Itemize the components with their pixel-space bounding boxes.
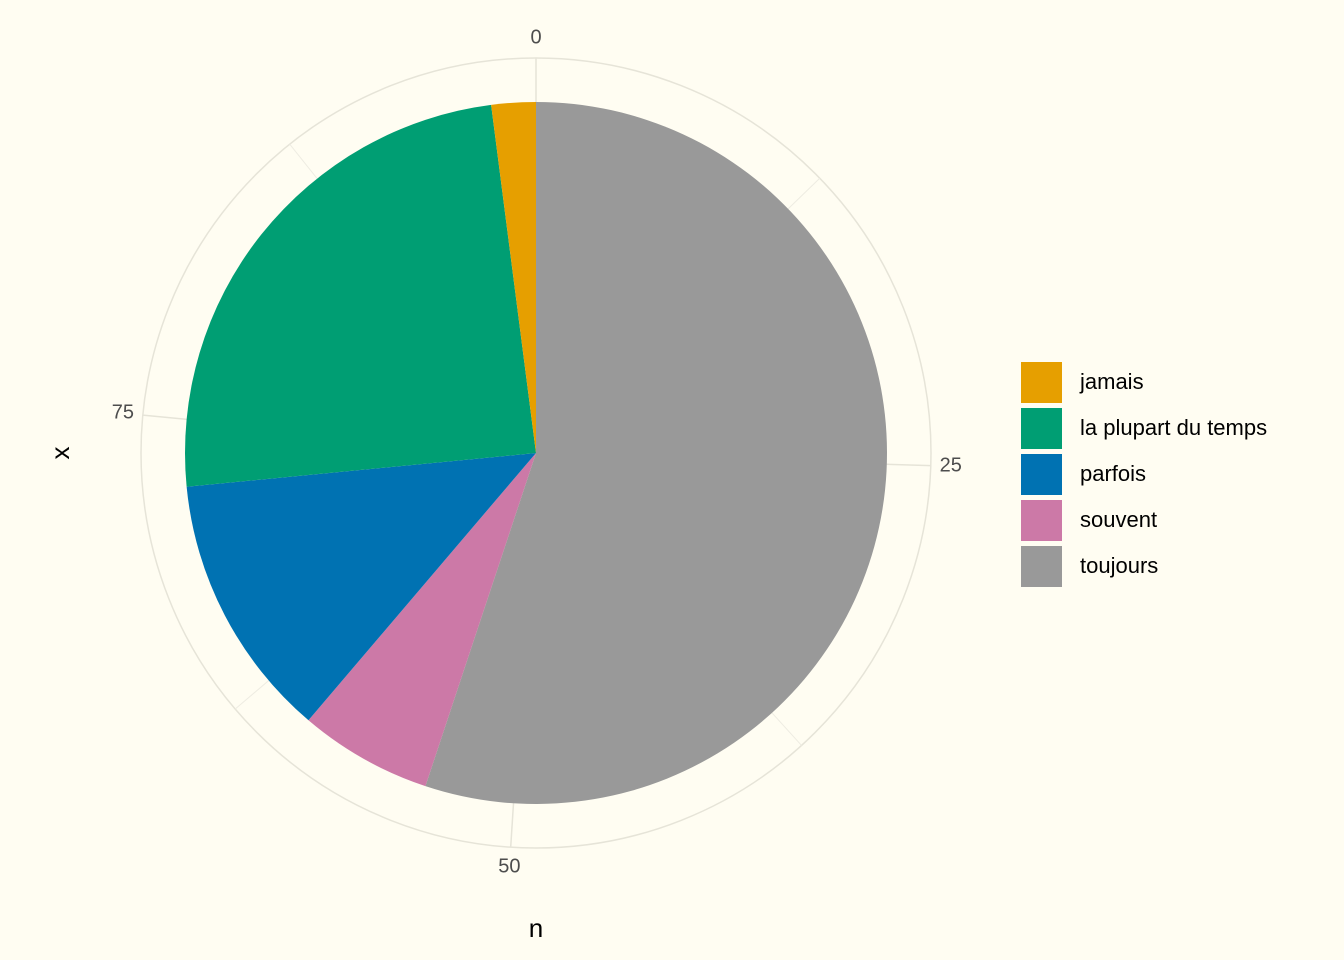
tick-label: 50: [498, 855, 520, 877]
legend-label: parfois: [1080, 461, 1146, 486]
legend-key: [1019, 360, 1064, 405]
legend-key: [1019, 452, 1064, 497]
legend-key: [1019, 498, 1064, 543]
tick-label: 75: [112, 401, 134, 423]
legend-key: [1019, 544, 1064, 589]
tick-label: 0: [530, 26, 541, 48]
pie-slice: [186, 453, 536, 721]
pie-slice: [308, 453, 536, 787]
y-axis-title: x: [45, 447, 75, 460]
legend-key: [1019, 406, 1064, 451]
pie-slice: [425, 102, 887, 805]
pie-slice: [491, 102, 536, 453]
pie-slice: [185, 104, 537, 487]
legend-label: la plupart du temps: [1080, 415, 1267, 440]
tick-label: 25: [940, 455, 962, 477]
legend-label: toujours: [1080, 553, 1158, 578]
legend-label: souvent: [1080, 507, 1157, 532]
legend-label: jamais: [1079, 369, 1144, 394]
x-axis-title: n: [529, 913, 543, 943]
